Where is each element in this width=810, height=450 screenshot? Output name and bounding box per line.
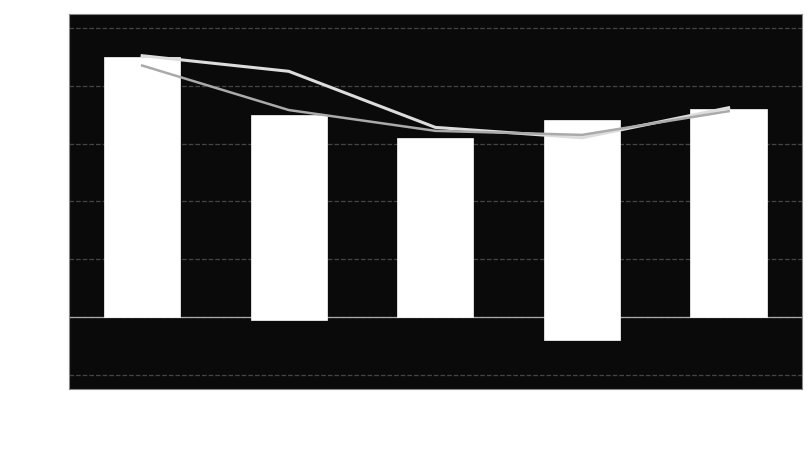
Bar	[690, 109, 767, 317]
Bar	[250, 115, 327, 320]
Bar	[104, 57, 181, 317]
Bar	[544, 121, 620, 340]
Bar	[397, 138, 474, 317]
